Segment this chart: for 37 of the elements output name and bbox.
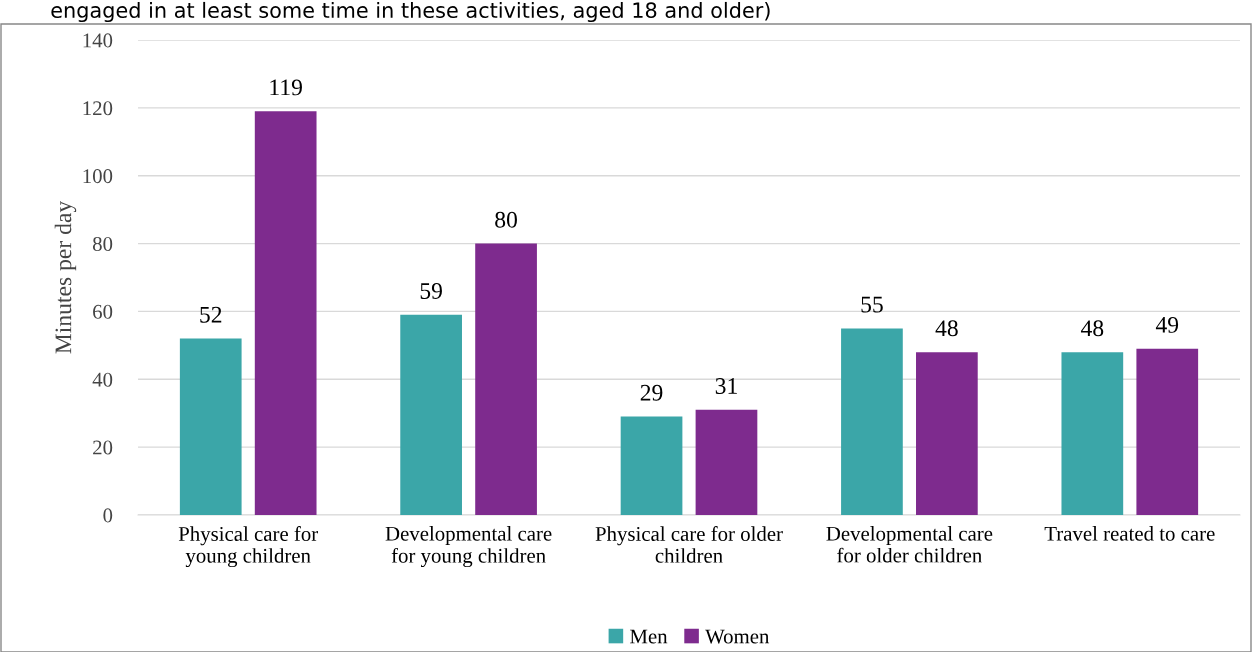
bar bbox=[179, 338, 242, 515]
y-tick-label: 0 bbox=[103, 508, 113, 523]
legend-label: Women bbox=[705, 629, 770, 644]
data-label: 31 bbox=[715, 378, 737, 394]
legend-label: Men bbox=[630, 629, 668, 644]
data-label: 80 bbox=[495, 211, 517, 228]
x-tick-label: Travel reated to care bbox=[1044, 526, 1215, 541]
x-tick-label: Developmental care for young children bbox=[385, 526, 552, 568]
bar bbox=[475, 243, 537, 515]
y-tick-label: 140 bbox=[83, 33, 113, 48]
bar bbox=[916, 352, 978, 515]
bar bbox=[1061, 352, 1124, 515]
data-label: 52 bbox=[200, 306, 222, 323]
y-tick-label: 100 bbox=[83, 169, 113, 184]
x-tick-label: Developmental care for older children bbox=[826, 526, 993, 563]
data-label: 59 bbox=[420, 283, 442, 299]
data-label: 29 bbox=[640, 384, 663, 401]
data-label: 55 bbox=[861, 296, 883, 313]
y-tick-label: 60 bbox=[93, 304, 113, 319]
bar bbox=[695, 409, 758, 515]
y-tick-label: 80 bbox=[92, 236, 113, 251]
data-label: 48 bbox=[935, 320, 958, 337]
bar bbox=[841, 328, 903, 515]
x-tick-label: Physical care for young children bbox=[178, 526, 319, 568]
chart-title: engaged in at least some time in these activities, aged 18 and older) bbox=[51, 1, 770, 23]
y-tick-label: 20 bbox=[93, 440, 113, 455]
x-tick-label: Physical care for older children bbox=[595, 526, 783, 563]
y-tick-label: 40 bbox=[92, 372, 113, 387]
data-label: 119 bbox=[270, 79, 302, 96]
bar bbox=[254, 111, 317, 515]
y-tick-label: 120 bbox=[83, 101, 113, 116]
y-axis-title: Minutes per day bbox=[54, 200, 77, 354]
bar bbox=[400, 314, 462, 515]
bar bbox=[1136, 348, 1199, 515]
data-label: 49 bbox=[1155, 316, 1179, 333]
bar bbox=[620, 416, 683, 515]
data-label: 48 bbox=[1080, 320, 1104, 337]
